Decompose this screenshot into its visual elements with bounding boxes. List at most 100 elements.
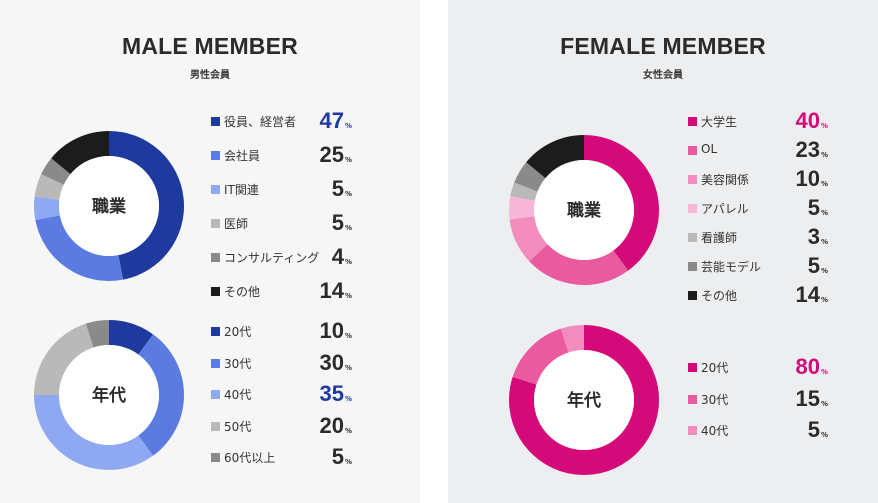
- legend-value: 14: [319, 278, 344, 303]
- donut-slice: [85, 320, 109, 348]
- donut-slice: [138, 334, 184, 456]
- legend-label: 20代: [701, 361, 729, 375]
- donut-slice: [529, 244, 629, 285]
- legend-swatch: [211, 358, 220, 368]
- legend-item: 30代 30%: [211, 350, 356, 376]
- donut-slice: [509, 216, 548, 262]
- legend-label: 20代: [224, 325, 252, 339]
- legend-swatch: [688, 117, 697, 126]
- legend-label: コンサルティング: [224, 251, 320, 265]
- donut-slice: [560, 325, 584, 353]
- legend-swatch: [211, 390, 220, 399]
- legend-value: 47: [319, 108, 344, 133]
- donut-chart-1: 年代: [34, 320, 184, 470]
- donut-center-label: 年代: [567, 390, 601, 411]
- donut-slice: [109, 131, 184, 280]
- legend-swatch: [688, 363, 697, 372]
- legend-value: 3: [807, 224, 820, 249]
- legend-swatch: [211, 287, 220, 296]
- legend-label: OL: [701, 142, 718, 156]
- female-section-title: FEMALE MEMBER: [560, 33, 766, 59]
- legend-percent-unit: %: [344, 292, 352, 300]
- legend-percent-unit: %: [820, 238, 828, 246]
- female-member-panel: FEMALE MEMBER 女性会員: [448, 0, 878, 503]
- legend-item: 50代 20%: [211, 413, 356, 439]
- legend-label: その他: [224, 285, 261, 299]
- donut-slice: [509, 195, 535, 220]
- legend-label: 役員、経営者: [224, 115, 297, 129]
- legend-swatch: [688, 426, 697, 435]
- legend-label: 看護師: [701, 231, 738, 245]
- legend-percent-unit: %: [820, 151, 828, 159]
- donut-hole: [59, 156, 159, 256]
- legend-value: 5: [331, 176, 344, 201]
- legend-swatch: [211, 151, 220, 160]
- legend-label: 大学生: [701, 115, 738, 129]
- donut-slice: [34, 196, 60, 221]
- legend-percent-unit: %: [344, 395, 352, 403]
- donut-center-label: 職業: [92, 196, 126, 217]
- legend-item: アパレル 5%: [688, 195, 832, 221]
- legend-value: 20: [319, 412, 344, 438]
- legend-value: 15: [795, 385, 820, 411]
- legend-item: その他 14%: [211, 278, 356, 304]
- legend-swatch: [688, 204, 697, 213]
- legend-item: 40代 35%: [211, 381, 356, 407]
- donut-slice: [34, 174, 64, 200]
- legend-swatch: [688, 262, 697, 271]
- legend-percent-unit: %: [344, 332, 352, 340]
- legend-value: 23: [795, 137, 820, 162]
- legend-label: 芸能モデル: [701, 260, 762, 274]
- legend-value: 4: [331, 244, 344, 269]
- legend-percent-unit: %: [344, 458, 352, 466]
- legend-percent-unit: %: [344, 122, 352, 130]
- donut-slice: [34, 395, 154, 470]
- legend-item: 40代 5%: [688, 417, 832, 443]
- legend-swatch: [211, 185, 220, 194]
- legend-percent-unit: %: [820, 122, 828, 130]
- donut-slice: [512, 328, 569, 385]
- legend-item: 役員、経営者 47%: [211, 108, 356, 134]
- legend-label: IT関連: [224, 183, 259, 197]
- legend-item: 美容関係 10%: [688, 166, 832, 192]
- legend-swatch: [211, 253, 220, 262]
- legend-item: 20代 10%: [211, 318, 356, 344]
- donut-hole: [59, 345, 159, 445]
- legend-percent-unit: %: [820, 399, 828, 408]
- legend-swatch: [211, 421, 220, 431]
- legend-value: 5: [331, 444, 344, 469]
- legend-value: 80: [795, 354, 820, 379]
- donut-slice: [584, 135, 659, 271]
- donut-hole: [534, 160, 634, 260]
- legend-value: 25: [319, 142, 344, 167]
- legend-item: 20代 80%: [688, 354, 832, 380]
- legend-label: 会社員: [224, 149, 261, 163]
- legend-item: OL 23%: [688, 137, 832, 163]
- donut-slice: [35, 215, 124, 281]
- donut-slice: [526, 135, 584, 179]
- donut-center-label: 年代: [92, 385, 126, 406]
- donut-slice: [514, 162, 546, 192]
- male-section-title: MALE MEMBER: [122, 33, 298, 59]
- legend-label: アパレル: [701, 202, 749, 216]
- legend-percent-unit: %: [344, 224, 352, 232]
- legend-value: 35: [319, 381, 344, 406]
- legend-value: 14: [795, 282, 820, 307]
- legend-swatch: [688, 175, 697, 184]
- legend-value: 5: [807, 253, 820, 278]
- legend-item: その他 14%: [688, 282, 832, 308]
- legend-label: 美容関係: [701, 173, 750, 187]
- legend-value: 5: [807, 417, 820, 442]
- legend-label: 40代: [224, 388, 252, 402]
- legend-value: 10: [319, 318, 344, 343]
- legend-item: 医師 5%: [211, 210, 356, 236]
- donut-chart-2: 職業: [509, 135, 659, 285]
- legend-label: 30代: [224, 356, 252, 371]
- legend-percent-unit: %: [344, 258, 352, 266]
- donut-chart-0: 職業: [34, 131, 184, 281]
- legend-item: 30代 15%: [688, 386, 832, 412]
- legend-percent-unit: %: [344, 156, 352, 164]
- donut-hole: [534, 350, 634, 450]
- legend-label: 医師: [224, 217, 249, 231]
- legend-value: 10: [795, 166, 820, 191]
